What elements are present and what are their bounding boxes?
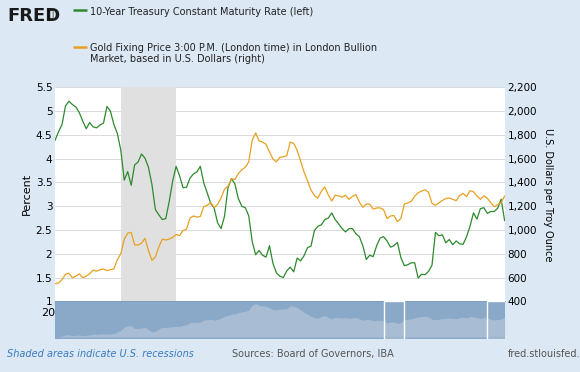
Y-axis label: U.S. Dollars per Troy Ounce: U.S. Dollars per Troy Ounce [542,128,553,261]
Text: 10-Year Treasury Constant Maturity Rate (left): 10-Year Treasury Constant Maturity Rate … [90,7,313,17]
Y-axis label: Percent: Percent [21,173,31,215]
Text: FRED: FRED [8,7,61,25]
Bar [121,87,176,301]
Text: 📈: 📈 [48,9,53,19]
Text: Gold Fixing Price 3:00 P.M. (London time) in London Bullion
Market, based in U.S: Gold Fixing Price 3:00 P.M. (London time… [90,43,377,64]
Text: Shaded areas indicate U.S. recessions: Shaded areas indicate U.S. recessions [7,349,194,359]
Text: Sources: Board of Governors, IBA: Sources: Board of Governors, IBA [232,349,394,359]
Text: fred.stlouisfed.org: fred.stlouisfed.org [508,349,580,359]
